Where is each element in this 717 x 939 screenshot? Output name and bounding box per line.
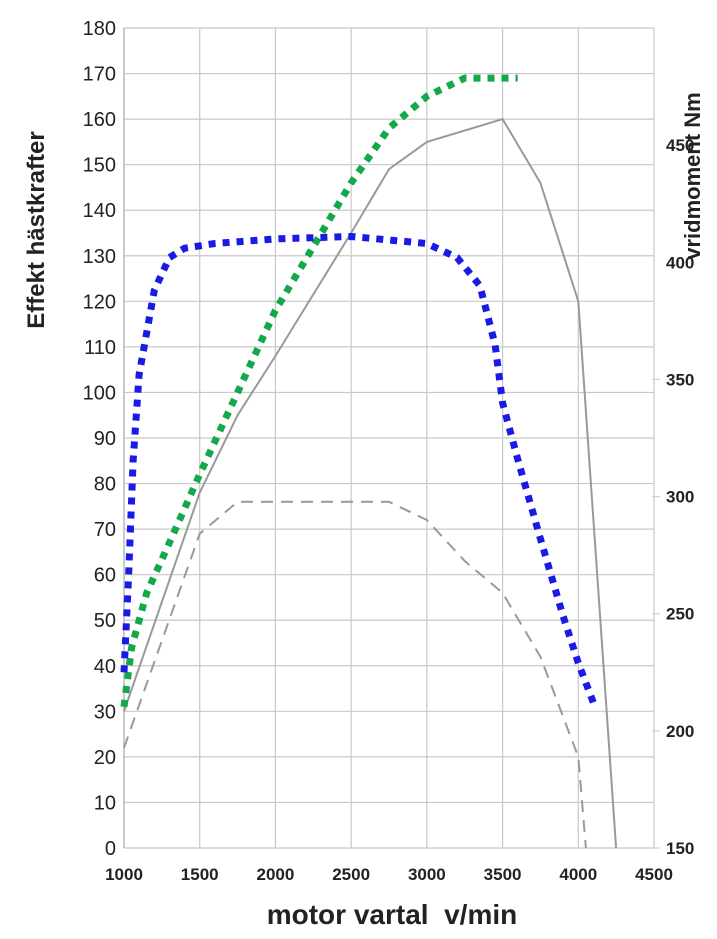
- series-layer: [120, 74, 618, 849]
- x-tick-label: 1500: [181, 865, 219, 884]
- y-right-tick-label: 150: [666, 839, 694, 858]
- y-left-tick-label: 130: [83, 246, 116, 268]
- y-left-tick-label: 90: [94, 428, 116, 450]
- y-left-tick-label: 170: [83, 64, 116, 86]
- y-left-tick-label: 40: [94, 656, 116, 678]
- x-axis-title: motor vartal v/min: [267, 899, 518, 930]
- series-2-line: [120, 74, 518, 708]
- grid: [123, 27, 660, 849]
- y-left-tick-label: 10: [94, 792, 116, 814]
- y-right-tick-label: 250: [666, 605, 694, 624]
- tick-labels: 0 10 20 30 40 50 60 70 80 90 100 110 120 130 140 150 160…: [83, 18, 695, 884]
- x-tick-label: 2500: [332, 865, 370, 884]
- x-tick-label: 3000: [408, 865, 446, 884]
- y-right-tick-label: 350: [666, 370, 694, 389]
- y-axis-right-title: vridmoment Nm: [680, 92, 705, 259]
- y-left-tick-label: 60: [94, 565, 116, 587]
- series-0-line: [123, 118, 618, 849]
- x-tick-label: 4500: [635, 865, 673, 884]
- y-left-tick-label: 150: [83, 155, 116, 177]
- y-left-tick-label: 30: [94, 701, 116, 723]
- x-tick-label: 1000: [105, 865, 143, 884]
- y-left-tick-label: 110: [84, 337, 116, 359]
- series-1-line: [123, 500, 587, 849]
- y-axis-left-title: Effekt hästkrafter: [23, 131, 50, 328]
- y-left-tick-label: 50: [94, 610, 116, 632]
- series-3-line: [120, 233, 597, 704]
- y-left-tick-label: 100: [83, 382, 116, 404]
- y-left-tick-label: 160: [83, 109, 116, 131]
- y-right-tick-label: 200: [666, 722, 694, 741]
- y-right-tick-label: 450: [666, 136, 694, 155]
- y-left-tick-label: 0: [105, 838, 116, 860]
- y-right-tick-label: 300: [666, 488, 694, 507]
- y-left-tick-label: 80: [94, 474, 116, 496]
- y-left-tick-label: 180: [83, 18, 116, 40]
- x-tick-label: 3500: [484, 865, 522, 884]
- x-tick-label: 4000: [559, 865, 597, 884]
- y-right-tick-label: 400: [666, 253, 694, 272]
- y-left-tick-label: 20: [94, 747, 116, 769]
- y-left-tick-label: 70: [94, 519, 116, 541]
- y-left-tick-label: 120: [83, 291, 116, 313]
- y-left-tick-label: 140: [83, 200, 116, 222]
- x-tick-label: 2000: [257, 865, 295, 884]
